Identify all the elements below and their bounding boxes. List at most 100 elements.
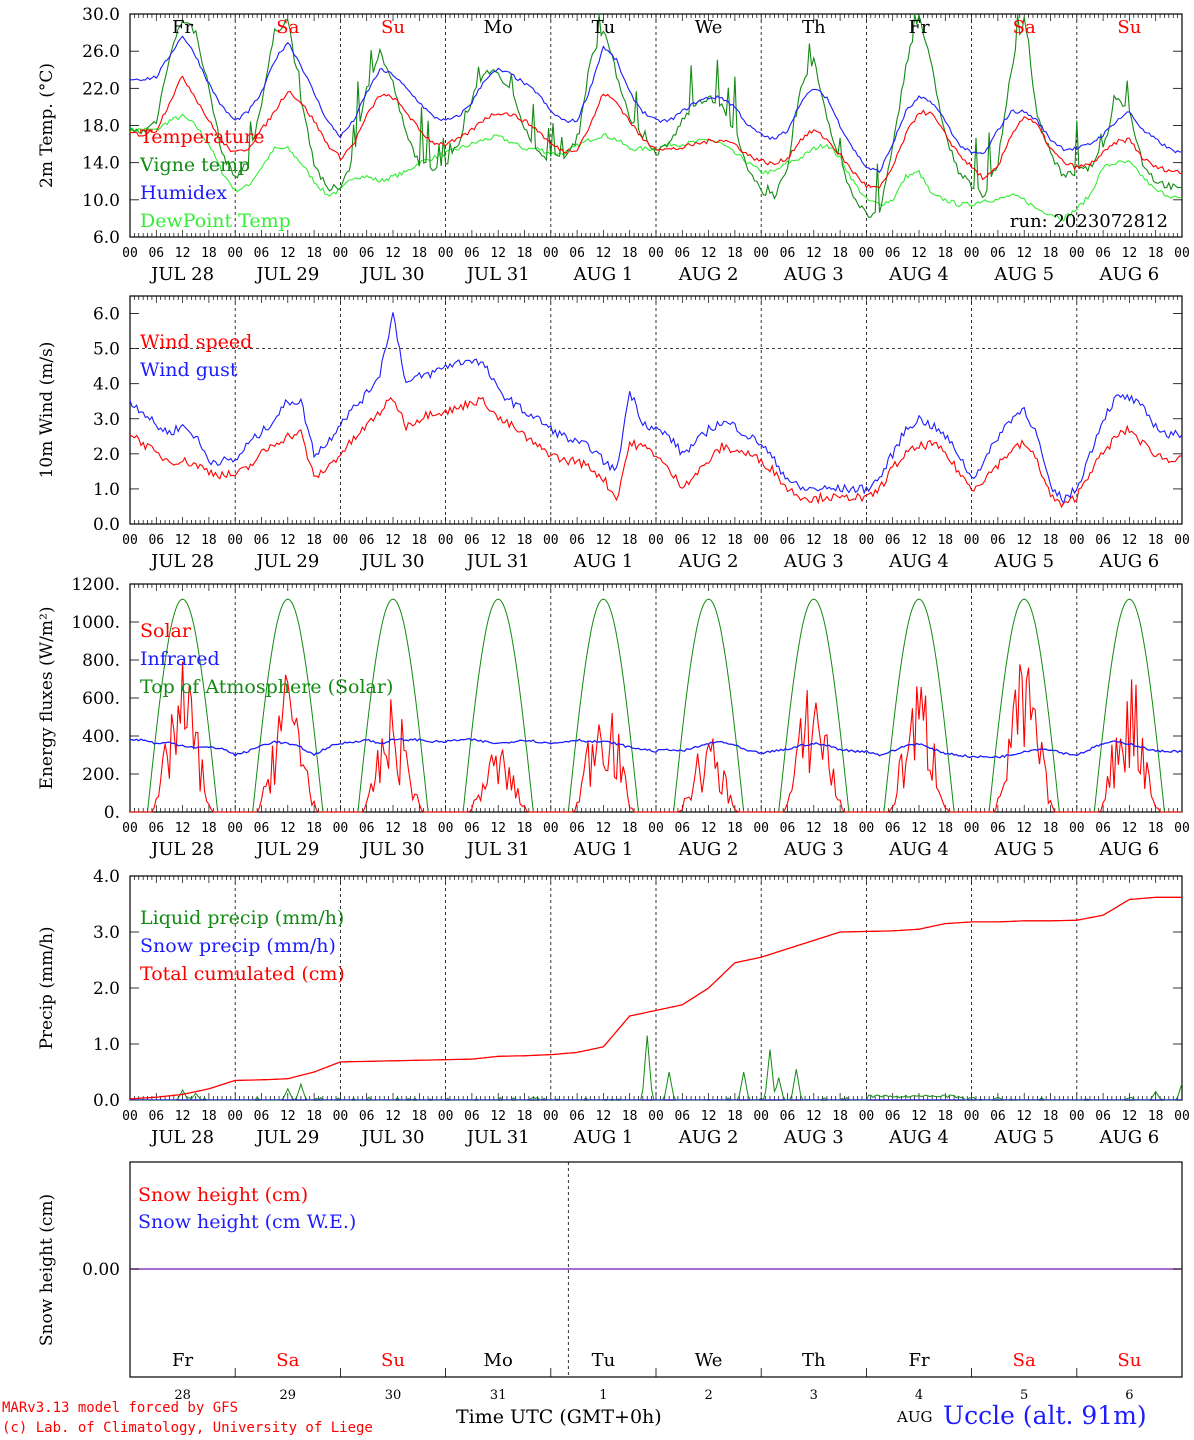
- hour-tick-label: 12: [175, 821, 191, 836]
- day-name-label: Su: [1117, 1350, 1141, 1371]
- day-name-label: Sa: [276, 17, 299, 38]
- y-axis-label: Precip (mm/h): [37, 926, 57, 1049]
- day-name-label: Mo: [484, 1350, 513, 1371]
- run-annotation: run: 2023072812: [1010, 211, 1168, 232]
- y-tick-label: 0.0: [93, 515, 120, 535]
- day-name-label: Sa: [1013, 1350, 1036, 1371]
- hour-tick-label: 18: [1043, 1109, 1059, 1124]
- hour-tick-label: 18: [832, 1109, 848, 1124]
- legend-entry: Infrared: [140, 648, 220, 670]
- hour-tick-label: 12: [385, 533, 401, 548]
- series-line-vigne-temp: [129, 13, 1183, 218]
- hour-tick-label: 12: [1122, 246, 1138, 261]
- hour-tick-label: 06: [569, 246, 585, 261]
- date-label: AUG 3: [783, 551, 844, 572]
- hour-tick-label: 00: [1069, 533, 1085, 548]
- date-label: AUG 2: [678, 1127, 739, 1148]
- y-tick-label: 200.: [82, 765, 120, 785]
- y-tick-label: 3.0: [93, 410, 120, 430]
- hour-tick-label: 12: [1016, 533, 1032, 548]
- legend-entry: Temperature: [140, 126, 264, 148]
- date-label: AUG 5: [993, 839, 1054, 860]
- hour-tick-label: 00: [227, 821, 243, 836]
- hour-tick-label: 00: [859, 533, 875, 548]
- date-label: JUL 29: [254, 1127, 319, 1148]
- hour-tick-label: 00: [122, 246, 138, 261]
- date-label: AUG 5: [993, 264, 1054, 285]
- hour-tick-label: 06: [674, 821, 690, 836]
- day-number-label: 31: [490, 1388, 507, 1403]
- legend-entry: Snow height (cm): [138, 1184, 308, 1206]
- hour-tick-label: 00: [1174, 1109, 1190, 1124]
- day-name-label: Th: [802, 1350, 826, 1371]
- hour-tick-label: 00: [1069, 246, 1085, 261]
- date-label: AUG 1: [573, 551, 634, 572]
- hour-tick-label: 06: [148, 821, 164, 836]
- hour-tick-label: 06: [885, 1109, 901, 1124]
- date-label: AUG 1: [573, 839, 634, 860]
- y-axis-label: Snow height (cm): [37, 1194, 57, 1346]
- day-name-label: Tu: [592, 1350, 616, 1371]
- x-axis-title: Time UTC (GMT+0h): [456, 1406, 662, 1428]
- hour-tick-label: 18: [306, 821, 322, 836]
- day-name-label: Fr: [908, 17, 929, 38]
- y-tick-label: 1000.: [71, 613, 120, 633]
- day-number-label: 28: [174, 1388, 191, 1403]
- hour-tick-label: 18: [937, 246, 953, 261]
- hour-tick-label: 18: [1043, 246, 1059, 261]
- legend-entry: Liquid precip (mm/h): [140, 907, 344, 929]
- hour-tick-label: 00: [1174, 821, 1190, 836]
- y-tick-label: 4.0: [93, 375, 120, 395]
- hour-tick-label: 18: [937, 533, 953, 548]
- date-label: AUG 6: [1099, 551, 1160, 572]
- hour-tick-label: 06: [569, 533, 585, 548]
- y-tick-label: 5.0: [93, 340, 120, 360]
- y-tick-label: 400.: [82, 727, 120, 747]
- hour-tick-label: 06: [780, 246, 796, 261]
- hour-tick-label: 06: [464, 533, 480, 548]
- date-label: JUL 30: [360, 551, 425, 572]
- y-tick-label: 0.00: [82, 1260, 120, 1280]
- y-axis-label: 10m Wind (m/s): [37, 342, 57, 479]
- hour-tick-label: 00: [543, 533, 559, 548]
- series-line-dewpoint-temp: [129, 113, 1183, 222]
- hour-tick-label: 12: [596, 821, 612, 836]
- hour-tick-label: 00: [227, 1109, 243, 1124]
- station-name: Uccle (alt. 91m): [943, 1401, 1147, 1430]
- legend-entry: Solar: [140, 620, 192, 642]
- hour-tick-label: 00: [1174, 246, 1190, 261]
- hour-tick-label: 00: [753, 1109, 769, 1124]
- hour-tick-label: 18: [727, 533, 743, 548]
- hour-tick-label: 18: [201, 821, 217, 836]
- hour-tick-label: 00: [122, 533, 138, 548]
- date-label: AUG 3: [783, 264, 844, 285]
- hour-tick-label: 06: [780, 1109, 796, 1124]
- hour-tick-label: 12: [596, 533, 612, 548]
- hour-tick-label: 18: [727, 1109, 743, 1124]
- y-tick-label: 26.0: [82, 42, 120, 62]
- hour-tick-label: 12: [1122, 1109, 1138, 1124]
- hour-tick-label: 00: [859, 1109, 875, 1124]
- hour-tick-label: 00: [543, 821, 559, 836]
- hour-tick-label: 18: [622, 246, 638, 261]
- model-credit: MARv3.13 model forced by GFS: [2, 1400, 239, 1416]
- hour-tick-label: 12: [1016, 821, 1032, 836]
- hour-tick-label: 06: [990, 533, 1006, 548]
- date-label: JUL 28: [149, 1127, 214, 1148]
- hour-tick-label: 06: [990, 821, 1006, 836]
- hour-tick-label: 00: [753, 821, 769, 836]
- hour-tick-label: 06: [254, 821, 270, 836]
- hour-tick-label: 06: [674, 1109, 690, 1124]
- copyright-credit: (c) Lab. of Climatology, University of L…: [2, 1420, 373, 1436]
- date-label: JUL 28: [149, 839, 214, 860]
- date-label: AUG 1: [573, 264, 634, 285]
- hour-tick-label: 00: [964, 821, 980, 836]
- hour-tick-label: 12: [596, 246, 612, 261]
- y-tick-label: 10.0: [82, 191, 120, 211]
- hour-tick-label: 12: [911, 533, 927, 548]
- hour-tick-label: 12: [806, 821, 822, 836]
- hour-tick-label: 00: [438, 533, 454, 548]
- hour-tick-label: 18: [727, 821, 743, 836]
- hour-tick-label: 06: [569, 821, 585, 836]
- series-line-wind-gust: [129, 312, 1183, 505]
